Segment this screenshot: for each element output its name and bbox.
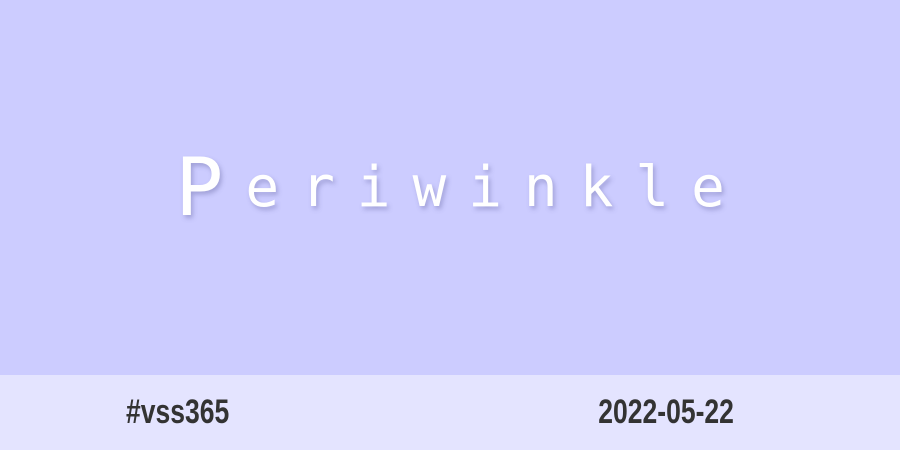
title-initial: P (175, 141, 246, 234)
date-label: 2022-05-22 (598, 393, 734, 431)
title-rest: eriwinkle (245, 155, 747, 220)
hashtag-label: #vss365 (126, 393, 230, 431)
footer-bar: #vss365 2022-05-22 (0, 375, 900, 450)
